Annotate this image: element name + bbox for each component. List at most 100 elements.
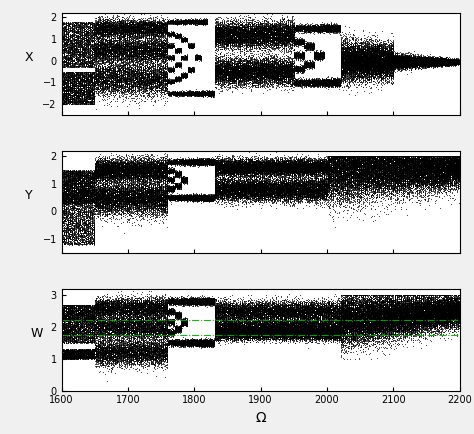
- Point: [195, 337, 203, 344]
- Point: [139, 309, 147, 316]
- Point: [140, 23, 148, 30]
- Point: [279, 312, 287, 319]
- Point: [203, 195, 210, 202]
- Point: [273, 162, 280, 169]
- Point: [235, 327, 243, 334]
- Point: [119, 345, 127, 352]
- Point: [368, 310, 376, 317]
- Point: [337, 56, 345, 63]
- Point: [160, 306, 168, 313]
- Point: [275, 69, 283, 76]
- Point: [228, 28, 235, 35]
- Point: [433, 176, 440, 183]
- Point: [228, 306, 236, 313]
- Point: [367, 44, 374, 51]
- Point: [71, 186, 78, 193]
- Point: [287, 37, 295, 44]
- Point: [403, 153, 410, 160]
- Point: [373, 302, 381, 309]
- Point: [205, 194, 213, 201]
- Point: [172, 16, 180, 23]
- Point: [160, 324, 167, 331]
- Point: [76, 79, 83, 86]
- Point: [264, 180, 272, 187]
- Point: [449, 312, 456, 319]
- Point: [83, 171, 91, 178]
- Point: [174, 90, 182, 97]
- Point: [63, 46, 70, 53]
- Point: [64, 219, 72, 226]
- Point: [177, 326, 184, 332]
- Point: [417, 293, 424, 300]
- Point: [153, 306, 161, 312]
- Point: [356, 308, 364, 315]
- Point: [86, 92, 94, 99]
- Point: [283, 184, 291, 191]
- Point: [430, 58, 438, 65]
- Point: [337, 336, 345, 343]
- Point: [60, 309, 67, 316]
- Point: [116, 196, 124, 203]
- Point: [76, 304, 84, 311]
- Point: [136, 197, 143, 204]
- Point: [365, 304, 373, 311]
- Point: [260, 72, 267, 79]
- Point: [350, 319, 358, 326]
- Point: [388, 342, 395, 349]
- Point: [306, 168, 313, 174]
- Point: [92, 331, 100, 338]
- Point: [243, 30, 251, 37]
- Point: [360, 50, 368, 57]
- Point: [236, 185, 244, 192]
- Point: [96, 194, 104, 201]
- Point: [182, 194, 189, 201]
- Point: [186, 339, 194, 346]
- Point: [238, 161, 246, 168]
- Point: [94, 332, 102, 339]
- Point: [453, 320, 460, 327]
- Point: [134, 176, 142, 183]
- Point: [413, 329, 421, 336]
- Point: [304, 80, 312, 87]
- Point: [318, 189, 325, 196]
- Point: [370, 317, 377, 324]
- Point: [137, 172, 145, 179]
- Point: [356, 167, 363, 174]
- Point: [371, 58, 379, 65]
- Point: [453, 305, 461, 312]
- Point: [196, 90, 204, 97]
- Point: [306, 79, 314, 86]
- Point: [86, 59, 93, 66]
- Point: [265, 33, 273, 40]
- Point: [379, 305, 386, 312]
- Point: [173, 339, 181, 345]
- Point: [258, 329, 265, 336]
- Point: [301, 63, 308, 70]
- Point: [329, 320, 337, 327]
- Point: [172, 196, 179, 203]
- Point: [230, 199, 237, 206]
- Point: [106, 355, 114, 362]
- Point: [312, 161, 320, 168]
- Point: [106, 354, 114, 361]
- Point: [281, 316, 288, 323]
- Point: [340, 307, 347, 314]
- Point: [218, 30, 226, 37]
- Point: [219, 167, 226, 174]
- Point: [124, 23, 131, 30]
- Point: [82, 209, 90, 216]
- Point: [319, 327, 326, 334]
- Point: [404, 172, 412, 179]
- Point: [266, 161, 274, 168]
- Point: [248, 69, 256, 76]
- Point: [291, 64, 299, 71]
- Point: [227, 325, 234, 332]
- Point: [356, 327, 363, 334]
- Point: [266, 164, 273, 171]
- Point: [150, 195, 157, 202]
- Point: [73, 76, 81, 82]
- Point: [286, 41, 294, 48]
- Point: [90, 236, 97, 243]
- Point: [439, 59, 447, 66]
- Point: [318, 328, 325, 335]
